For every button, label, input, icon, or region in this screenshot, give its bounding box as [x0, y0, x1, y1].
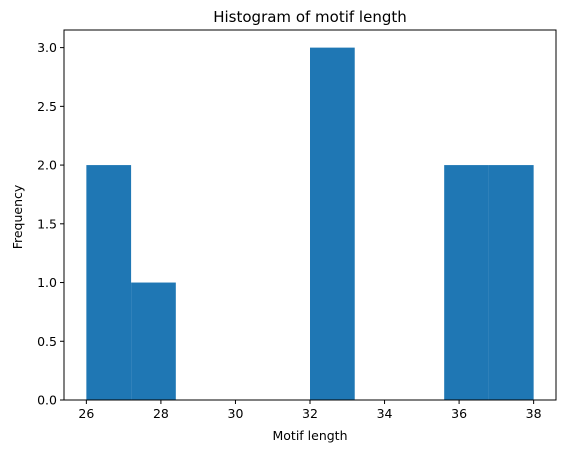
y-tick-label: 1.5 — [37, 216, 57, 231]
y-axis-ticks: 0.0 0.5 1.0 1.5 2.0 2.5 3.0 — [37, 40, 64, 408]
x-tick-label: 28 — [153, 406, 169, 421]
y-tick-label: 0.5 — [37, 334, 57, 349]
x-tick-label: 34 — [377, 406, 393, 421]
x-tick-label: 36 — [451, 406, 467, 421]
x-tick-label: 32 — [302, 406, 318, 421]
histogram-bar-8 — [444, 165, 489, 400]
y-axis-title: Frequency — [10, 184, 25, 249]
x-tick-label: 38 — [526, 406, 542, 421]
bars-group — [86, 47, 534, 400]
y-tick-label: 1.0 — [37, 275, 57, 290]
chart-title: Histogram of motif length — [213, 8, 407, 26]
x-tick-label: 30 — [228, 406, 244, 421]
histogram-bar-5 — [310, 47, 355, 400]
histogram-bar-9 — [488, 165, 534, 400]
y-tick-label: 0.0 — [37, 393, 57, 408]
y-tick-label: 2.5 — [37, 99, 57, 114]
x-axis-title: Motif length — [272, 428, 347, 443]
y-tick-label: 2.0 — [37, 158, 57, 173]
y-tick-label: 3.0 — [37, 40, 57, 55]
x-tick-label: 26 — [78, 406, 94, 421]
plot-frame — [63, 29, 557, 401]
x-axis-ticks: 26 28 30 32 34 36 38 — [78, 400, 542, 421]
histogram-bar-1 — [131, 282, 176, 400]
histogram-bar-0 — [86, 165, 132, 400]
